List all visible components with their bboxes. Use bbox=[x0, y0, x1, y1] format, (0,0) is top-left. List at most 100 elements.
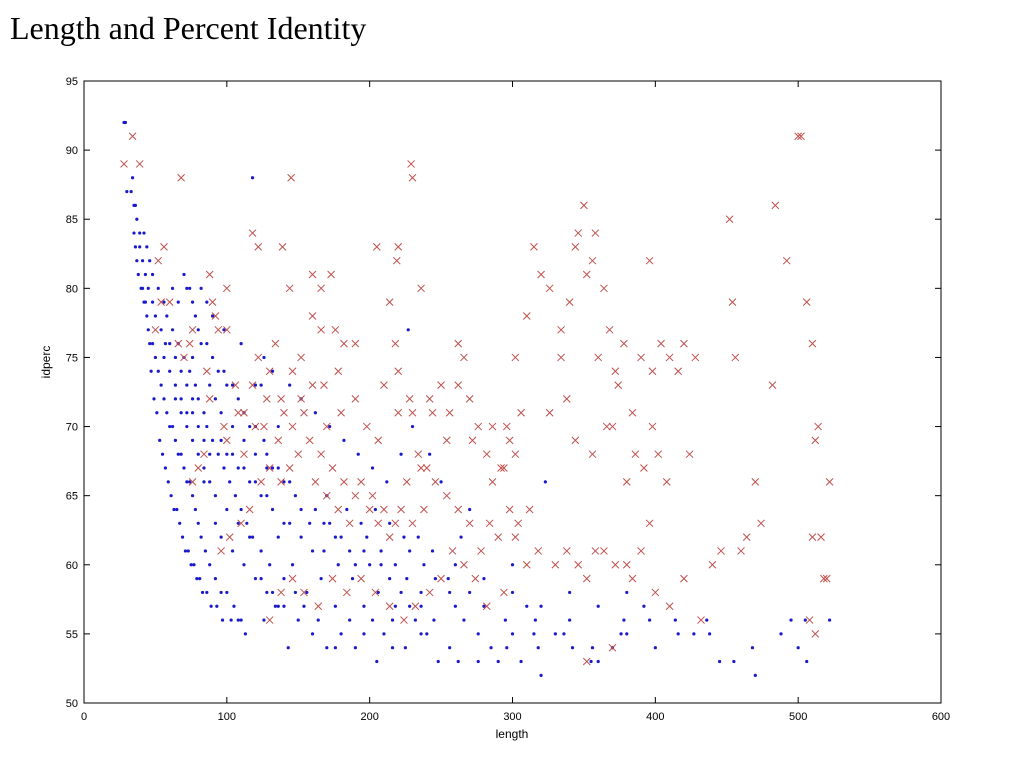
data-point-dot bbox=[216, 452, 220, 456]
data-point-dot bbox=[276, 604, 280, 608]
data-point-x-marker bbox=[565, 298, 574, 307]
data-point-dot bbox=[379, 549, 383, 553]
data-point-x-marker bbox=[488, 477, 497, 486]
data-point-x-marker bbox=[511, 533, 520, 541]
x-tick-label: 500 bbox=[789, 711, 807, 723]
data-point-dot bbox=[196, 424, 200, 429]
data-point-x-marker bbox=[372, 243, 381, 251]
data-point-dot bbox=[373, 507, 377, 512]
data-point-dot bbox=[185, 286, 189, 290]
data-point-x-marker bbox=[811, 436, 820, 445]
data-point-dot bbox=[692, 632, 696, 636]
data-point-dot bbox=[353, 646, 357, 650]
data-point-x-marker bbox=[308, 312, 317, 320]
data-point-x-marker bbox=[322, 422, 331, 431]
data-point-x-marker bbox=[662, 477, 671, 486]
data-point-dot bbox=[219, 590, 223, 595]
data-point-x-marker bbox=[265, 464, 274, 472]
data-point-x-marker bbox=[645, 519, 654, 528]
data-point-x-marker bbox=[825, 477, 834, 486]
data-point-dot bbox=[188, 369, 192, 373]
data-point-x-marker bbox=[640, 464, 648, 472]
data-point-x-marker bbox=[248, 229, 257, 237]
data-point-x-marker bbox=[385, 298, 394, 307]
data-point-dot bbox=[216, 369, 220, 373]
data-point-x-marker bbox=[425, 395, 434, 403]
data-point-dot bbox=[282, 480, 286, 484]
data-point-x-marker bbox=[608, 422, 617, 431]
data-point-dot bbox=[208, 480, 212, 484]
data-point-dot bbox=[570, 646, 575, 650]
data-point-dot bbox=[253, 480, 257, 484]
data-point-x-marker bbox=[394, 367, 403, 376]
data-point-dot bbox=[590, 646, 595, 650]
data-point-x-marker bbox=[211, 312, 220, 320]
data-point-x-marker bbox=[417, 284, 425, 293]
data-point-dot bbox=[359, 521, 363, 525]
data-point-dot bbox=[456, 659, 460, 664]
data-point-dot bbox=[262, 438, 266, 442]
data-point-dot bbox=[262, 618, 266, 622]
data-point-dot bbox=[150, 342, 155, 346]
data-point-dot bbox=[539, 673, 543, 677]
data-point-dot bbox=[596, 604, 600, 608]
data-point-dot bbox=[259, 383, 263, 387]
data-point-x-marker bbox=[488, 422, 497, 431]
x-tick-label: 400 bbox=[646, 711, 664, 723]
data-point-x-marker bbox=[385, 533, 394, 541]
data-point-dot bbox=[265, 590, 269, 595]
data-point-dot bbox=[163, 466, 168, 470]
y-tick-label: 85 bbox=[66, 214, 78, 226]
data-point-x-marker bbox=[271, 339, 280, 348]
data-point-dot bbox=[143, 300, 148, 304]
data-point-dot bbox=[178, 521, 182, 525]
data-point-x-marker bbox=[394, 243, 403, 251]
data-point-dot bbox=[133, 203, 138, 207]
data-point-dot bbox=[328, 521, 332, 525]
data-point-x-marker bbox=[608, 643, 617, 652]
data-point-dot bbox=[180, 535, 185, 539]
data-point-dot bbox=[803, 618, 807, 622]
data-point-x-marker bbox=[222, 325, 231, 334]
data-point-dot bbox=[370, 618, 375, 622]
data-point-x-marker bbox=[391, 339, 400, 348]
data-point-dot bbox=[653, 646, 657, 650]
data-point-x-marker bbox=[500, 588, 508, 597]
data-point-x-marker bbox=[782, 256, 791, 265]
data-point-dot bbox=[362, 604, 366, 608]
data-point-dot bbox=[448, 590, 452, 595]
data-point-dot bbox=[202, 480, 206, 484]
data-point-x-marker bbox=[460, 560, 468, 569]
data-point-x-marker bbox=[505, 505, 514, 514]
y-tick-label: 75 bbox=[66, 352, 78, 364]
data-point-x-marker bbox=[448, 547, 457, 555]
data-point-dot bbox=[185, 424, 189, 429]
data-point-dot bbox=[198, 577, 202, 581]
data-point-x-marker bbox=[328, 464, 337, 472]
data-point-x-marker bbox=[334, 505, 343, 514]
data-point-dot bbox=[205, 342, 209, 346]
data-point-dot bbox=[410, 424, 415, 429]
data-point-dot bbox=[439, 480, 443, 484]
data-point-x-marker bbox=[374, 519, 383, 528]
data-point-x-marker bbox=[814, 422, 823, 431]
data-point-dot bbox=[468, 590, 472, 595]
data-point-dot bbox=[805, 659, 809, 664]
data-point-dot bbox=[568, 590, 572, 595]
data-point-dot bbox=[732, 659, 736, 664]
data-point-x-marker bbox=[497, 464, 505, 472]
data-point-x-marker bbox=[471, 574, 480, 583]
data-point-dot bbox=[282, 521, 286, 525]
data-point-x-marker bbox=[651, 588, 660, 597]
data-point-dot bbox=[135, 217, 139, 221]
data-point-x-marker bbox=[728, 298, 737, 307]
data-point-x-marker bbox=[637, 353, 645, 362]
data-point-x-marker bbox=[285, 464, 294, 472]
y-tick-label: 90 bbox=[66, 145, 78, 157]
data-point-dot bbox=[333, 535, 337, 539]
data-point-dot bbox=[143, 272, 148, 277]
data-point-x-marker bbox=[431, 477, 440, 486]
data-point-x-marker bbox=[368, 491, 377, 500]
data-point-x-marker bbox=[468, 436, 477, 445]
data-point-dot bbox=[225, 383, 229, 387]
